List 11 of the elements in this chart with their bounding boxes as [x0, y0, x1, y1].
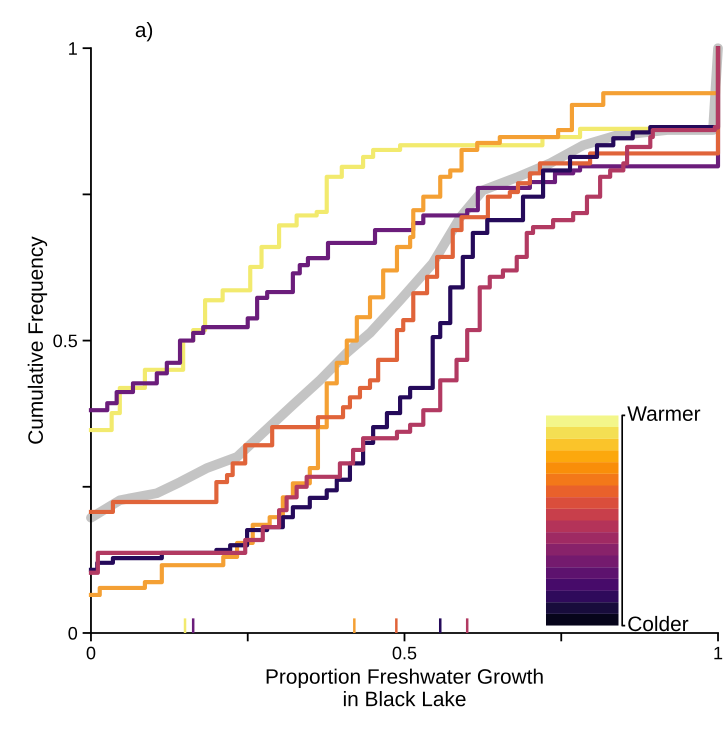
- y-tick-label: 0.5: [53, 334, 78, 348]
- annotation: Colder: [628, 616, 688, 632]
- annotation: Warmer: [627, 406, 700, 421]
- y-axis-title: Cumulative Frequency: [28, 236, 48, 444]
- y-tick-label: 1: [69, 42, 77, 55]
- x-tick-label: 0: [86, 646, 96, 660]
- x-axis-title: Proportion Freshwater Growth in Black Lake: [266, 668, 543, 706]
- x-tick-label: 0.5: [392, 646, 416, 660]
- x-tick-label: 1: [714, 646, 722, 660]
- y-tick-label: 0: [68, 626, 78, 640]
- chart-title: a): [136, 22, 152, 42]
